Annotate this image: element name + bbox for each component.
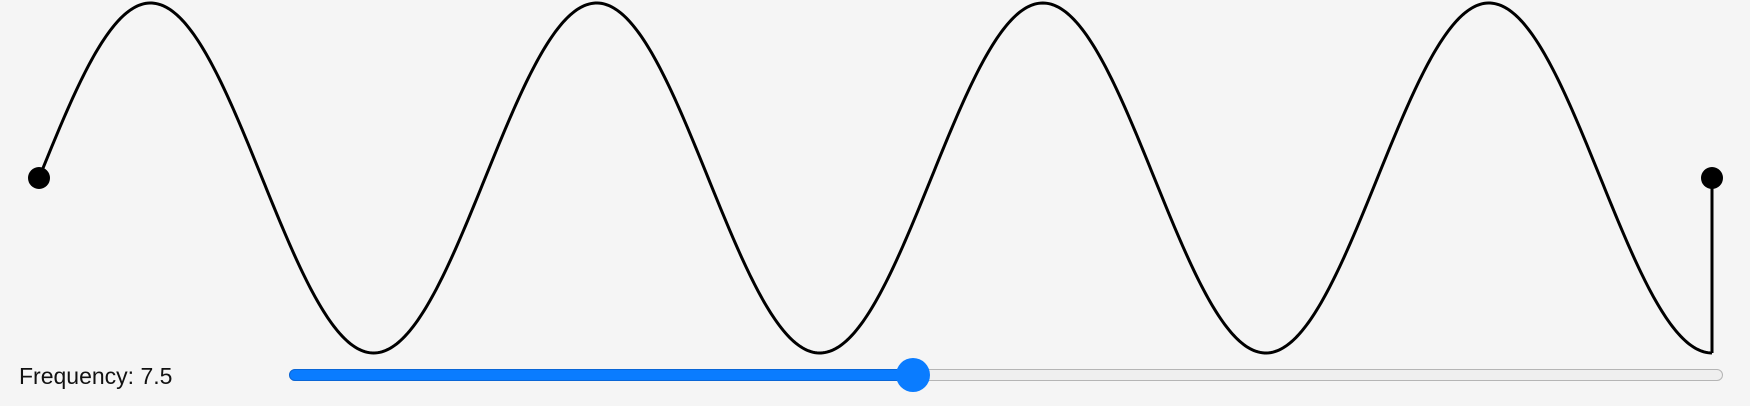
wave-curve — [37, 1, 1713, 355]
frequency-control: Frequency: 7.5 — [0, 356, 1750, 396]
frequency-slider-thumb[interactable] — [895, 358, 930, 392]
frequency-label: Frequency: 7.5 — [19, 363, 173, 389]
start-anchor-dot[interactable] — [28, 167, 50, 189]
frequency-slider-fill — [289, 369, 913, 381]
end-anchor-dot[interactable] — [1701, 167, 1723, 189]
